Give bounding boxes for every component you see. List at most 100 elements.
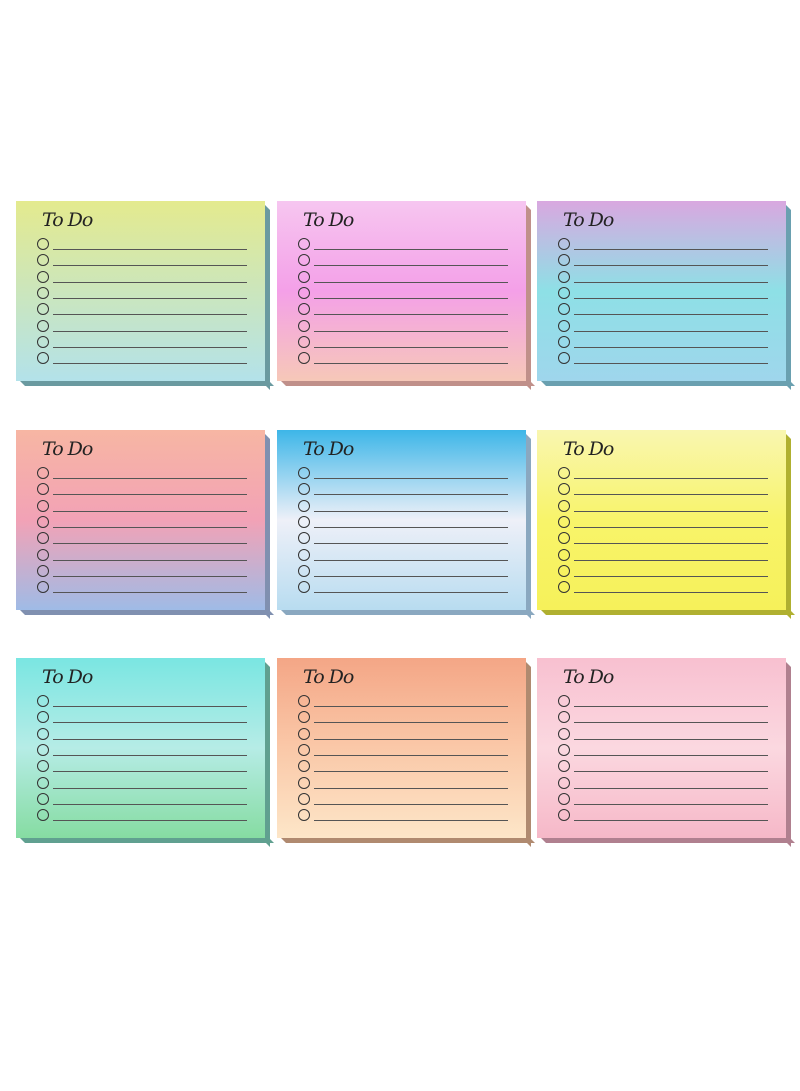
checklist-item	[558, 695, 768, 709]
writing-line	[53, 706, 247, 707]
checkbox-circle-icon	[558, 286, 570, 299]
checkbox-circle-icon	[298, 270, 310, 283]
writing-line	[314, 575, 508, 577]
checkbox-circle-icon	[37, 352, 49, 365]
writing-line	[574, 559, 768, 561]
note-face	[16, 658, 265, 838]
checklist-item	[298, 564, 508, 579]
checklist-item	[558, 352, 768, 366]
checklist-item	[37, 727, 247, 742]
writing-line	[314, 559, 508, 561]
checklist-item	[37, 760, 247, 774]
writing-line	[314, 249, 508, 250]
checklist-item	[558, 792, 768, 807]
note-edge	[20, 610, 274, 615]
note-face	[537, 430, 786, 610]
checklist-item	[558, 727, 768, 742]
checkbox-circle-icon	[298, 303, 310, 316]
checkbox-circle-icon	[37, 695, 49, 707]
checklist-item	[37, 238, 247, 252]
checkbox-circle-icon	[558, 352, 570, 365]
checklist-item	[37, 254, 247, 268]
writing-line	[574, 265, 768, 267]
note-title: To Do	[563, 666, 614, 688]
note-title: To Do	[42, 209, 93, 231]
checklist-item	[558, 515, 768, 530]
writing-line	[574, 281, 768, 283]
checkbox-circle-icon	[37, 711, 49, 724]
note-edge	[265, 434, 270, 619]
checkbox-circle-icon	[37, 564, 49, 577]
checkbox-circle-icon	[298, 727, 310, 740]
writing-line	[574, 592, 768, 594]
note-edge	[265, 205, 270, 390]
note-edge	[281, 838, 535, 843]
writing-line	[53, 592, 247, 594]
writing-line	[314, 281, 508, 283]
checklist-item	[37, 483, 247, 497]
writing-line	[314, 265, 508, 267]
writing-line	[53, 722, 247, 724]
checkbox-circle-icon	[558, 515, 570, 528]
todo-note: To Do	[16, 430, 274, 619]
note-edge	[265, 662, 270, 847]
checklist-item	[558, 467, 768, 481]
writing-line	[314, 771, 508, 773]
note-edge	[786, 662, 791, 847]
note-edge	[526, 662, 531, 847]
note-face	[537, 201, 786, 381]
checkbox-circle-icon	[37, 809, 49, 822]
writing-line	[314, 706, 508, 707]
writing-line	[574, 738, 768, 740]
checkbox-circle-icon	[298, 286, 310, 299]
checkbox-circle-icon	[298, 319, 310, 332]
writing-line	[574, 330, 768, 332]
checklist-item	[37, 792, 247, 807]
checkbox-circle-icon	[558, 711, 570, 724]
checklist-item	[558, 335, 768, 350]
writing-line	[314, 297, 508, 299]
checklist-item	[298, 727, 508, 742]
note-title: To Do	[303, 438, 354, 460]
writing-line	[314, 363, 508, 365]
note-title: To Do	[42, 438, 93, 460]
checkbox-circle-icon	[558, 776, 570, 789]
checkbox-circle-icon	[37, 548, 49, 561]
note-edge	[541, 381, 795, 386]
checkbox-circle-icon	[298, 483, 310, 496]
writing-line	[314, 787, 508, 789]
checkbox-circle-icon	[558, 499, 570, 512]
checkbox-circle-icon	[558, 695, 570, 707]
checklist-item	[558, 548, 768, 563]
checklist-item	[298, 467, 508, 481]
checkbox-circle-icon	[298, 548, 310, 561]
writing-line	[53, 249, 247, 250]
writing-line	[53, 478, 247, 479]
writing-line	[314, 543, 508, 545]
writing-line	[314, 820, 508, 822]
checkbox-circle-icon	[37, 254, 49, 267]
checklist-item	[558, 270, 768, 285]
checkbox-circle-icon	[37, 532, 49, 545]
checklist-item	[558, 238, 768, 252]
writing-line	[314, 510, 508, 512]
writing-line	[314, 330, 508, 332]
todo-note: To Do	[537, 201, 795, 390]
checkbox-circle-icon	[298, 564, 310, 577]
checklist-item	[298, 548, 508, 563]
writing-line	[574, 754, 768, 756]
checkbox-circle-icon	[37, 483, 49, 496]
checklist-item	[37, 499, 247, 514]
checkbox-circle-icon	[558, 532, 570, 545]
writing-line	[314, 478, 508, 479]
checklist-item	[558, 303, 768, 317]
note-edge	[786, 434, 791, 619]
checkbox-circle-icon	[558, 727, 570, 740]
writing-line	[53, 575, 247, 577]
writing-line	[53, 543, 247, 545]
note-title: To Do	[563, 209, 614, 231]
checklist-item	[298, 743, 508, 758]
checklist-item	[298, 483, 508, 497]
checkbox-circle-icon	[298, 467, 310, 479]
checkbox-circle-icon	[298, 711, 310, 724]
